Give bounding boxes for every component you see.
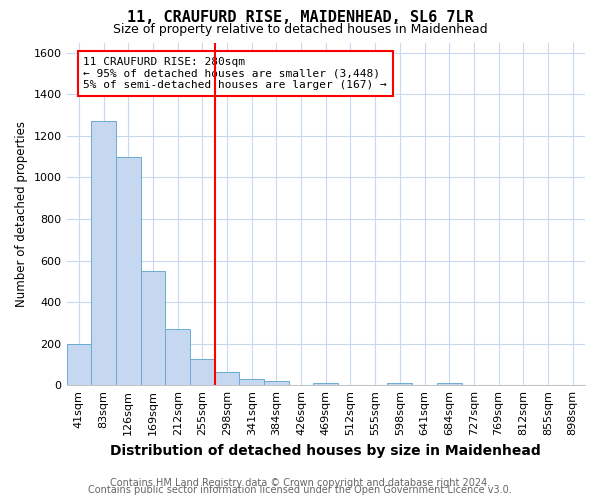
Bar [313,383,338,385]
Bar [165,329,190,385]
Text: Contains public sector information licensed under the Open Government Licence v3: Contains public sector information licen… [88,485,512,495]
Y-axis label: Number of detached properties: Number of detached properties [15,121,28,307]
Bar [215,372,239,385]
Text: Contains HM Land Registry data © Crown copyright and database right 2024.: Contains HM Land Registry data © Crown c… [110,478,490,488]
Bar [264,381,289,385]
Bar [67,344,91,385]
Text: Size of property relative to detached houses in Maidenhead: Size of property relative to detached ho… [113,22,487,36]
Bar [388,383,412,385]
Bar [190,358,215,385]
X-axis label: Distribution of detached houses by size in Maidenhead: Distribution of detached houses by size … [110,444,541,458]
Text: 11 CRAUFURD RISE: 280sqm
← 95% of detached houses are smaller (3,448)
5% of semi: 11 CRAUFURD RISE: 280sqm ← 95% of detach… [83,57,387,90]
Bar [437,383,461,385]
Bar [91,121,116,385]
Bar [140,271,165,385]
Bar [239,380,264,385]
Text: 11, CRAUFURD RISE, MAIDENHEAD, SL6 7LR: 11, CRAUFURD RISE, MAIDENHEAD, SL6 7LR [127,10,473,25]
Bar [116,158,140,385]
